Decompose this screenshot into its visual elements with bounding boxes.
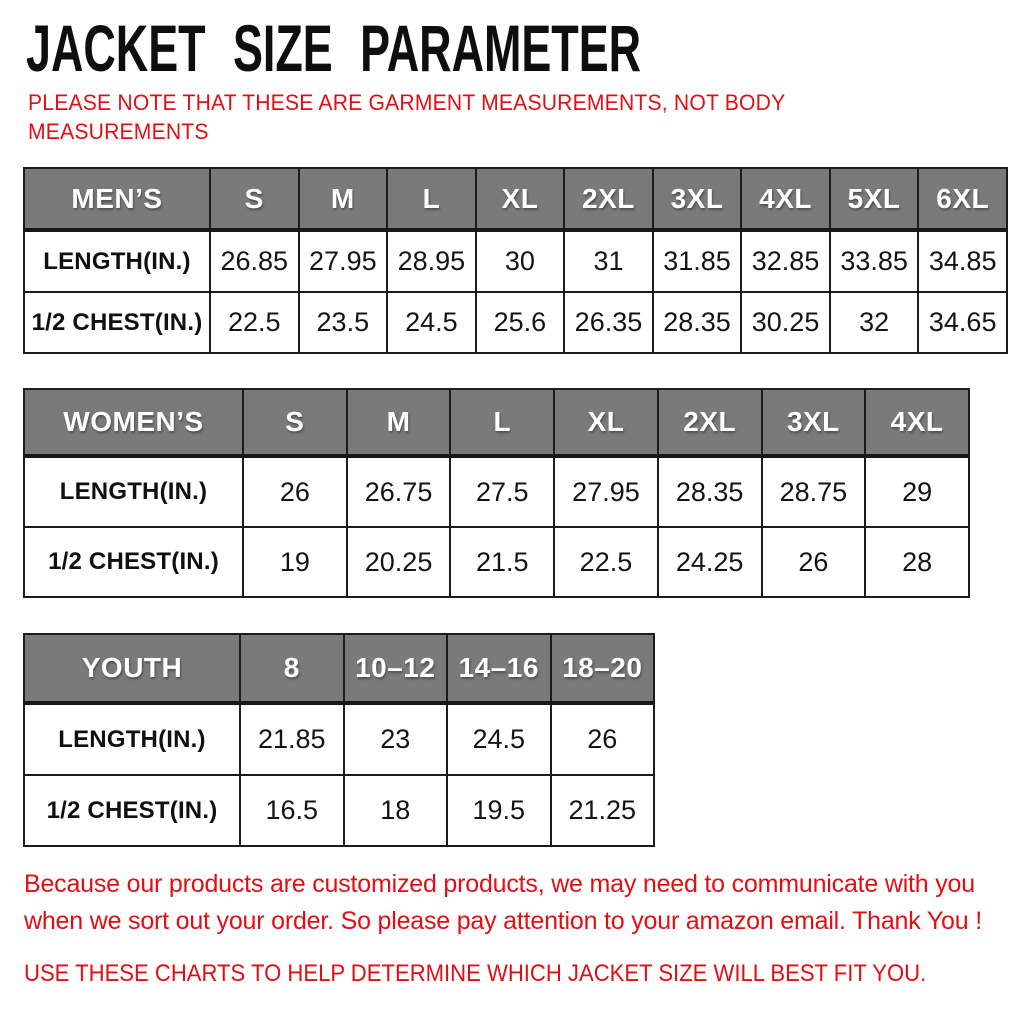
measure-value-cell: 21.5 [449,526,556,598]
womens-size-header: 2XL [656,388,763,458]
measure-label-cell: 1/2 CHEST(IN.) [23,526,244,598]
mens-size-header: 3XL [651,167,743,232]
measure-value-cell: 30 [474,229,566,293]
womens-category-header: WOMEN’S [23,388,244,458]
measure-value-cell: 28.35 [651,291,743,354]
measure-value-cell: 34.85 [917,229,1008,293]
youth-measure-row: LENGTH(IN.) 21.85 23 24.5 26 [23,702,655,776]
measure-label-cell: 1/2 CHEST(IN.) [23,774,241,847]
measure-value-cell: 27.5 [449,455,556,528]
mens-size-header: 4XL [740,167,831,232]
measure-value-cell: 28.95 [386,229,477,293]
womens-measure-row: 1/2 CHEST(IN.) 19 20.25 21.5 22.5 24.25 26 28 [23,526,970,598]
measure-value-cell: 33.85 [828,229,920,293]
measure-value-cell: 30.25 [740,291,831,354]
measure-value-cell: 22.5 [553,526,659,598]
measure-value-cell: 19 [242,526,348,598]
mens-size-header: S [209,167,300,232]
mens-size-header: M [297,167,389,232]
mens-table: MEN’S S M L XL 2XL 3XL 4XL 5XL 6XL LENGTH(IN.) 26.8… [23,167,1008,354]
measure-label-cell: LENGTH(IN.) [23,455,244,528]
measure-value-cell: 27.95 [553,455,659,528]
measure-value-cell: 26 [242,455,348,528]
measure-label-cell: 1/2 CHEST(IN.) [23,291,211,354]
measure-value-cell: 22.5 [209,291,300,354]
youth-size-header: 8 [239,633,345,705]
page-title: JACKET SIZE PARAMETER [26,11,642,85]
measure-value-cell: 23 [342,702,448,776]
womens-measure-row: LENGTH(IN.) 26 26.75 27.5 27.95 28.35 28.75 29 [23,455,970,528]
womens-header-row: WOMEN’S S M L XL 2XL 3XL 4XL [23,388,970,458]
youth-size-table: YOUTH 8 10–12 14–16 18–20 LENGTH(IN.) 21.85 23 2… [23,633,655,847]
womens-size-header: 3XL [760,388,867,458]
youth-measure-row: 1/2 CHEST(IN.) 16.5 18 19.5 21.25 [23,774,655,847]
womens-size-header: M [345,388,452,458]
mens-size-header: 2XL [563,167,654,232]
youth-header-row: YOUTH 8 10–12 14–16 18–20 [23,633,655,705]
measure-label-cell: LENGTH(IN.) [23,229,211,293]
mens-size-header: XL [474,167,566,232]
measure-value-cell: 31.85 [651,229,743,293]
mens-measure-row: 1/2 CHEST(IN.) 22.5 23.5 24.5 25.6 26.35 28.35… [23,291,1008,354]
measure-value-cell: 24.5 [386,291,477,354]
measure-value-cell: 26 [760,526,867,598]
measure-value-cell: 29 [864,455,970,528]
womens-size-header: XL [553,388,659,458]
youth-table: YOUTH 8 10–12 14–16 18–20 LENGTH(IN.) 21.85 23 2… [23,633,655,847]
mens-size-header: L [386,167,477,232]
mens-size-header: 5XL [828,167,920,232]
measure-value-cell: 26.85 [209,229,300,293]
measure-value-cell: 24.25 [656,526,763,598]
measure-value-cell: 18 [342,774,448,847]
mens-size-header: 6XL [917,167,1008,232]
measure-value-cell: 28.75 [760,455,867,528]
womens-size-header: L [449,388,556,458]
measure-value-cell: 26 [549,702,655,776]
measure-value-cell: 26.35 [563,291,654,354]
youth-size-header: 18–20 [549,633,655,705]
mens-size-table: MEN’S S M L XL 2XL 3XL 4XL 5XL 6XL LENGTH(IN.) 26.8… [23,167,1008,354]
measure-value-cell: 16.5 [239,774,345,847]
measure-value-cell: 34.65 [917,291,1008,354]
measure-value-cell: 31 [563,229,654,293]
measure-value-cell: 24.5 [446,702,552,776]
measure-value-cell: 32 [828,291,920,354]
womens-size-header: S [242,388,348,458]
measure-value-cell: 27.95 [297,229,389,293]
customization-communication-note: Because our products are customized prod… [24,870,982,935]
measure-value-cell: 32.85 [740,229,831,293]
measure-value-cell: 23.5 [297,291,389,354]
measure-value-cell: 28.35 [656,455,763,528]
measure-value-cell: 26.75 [345,455,452,528]
measure-label-cell: LENGTH(IN.) [23,702,241,776]
youth-category-header: YOUTH [23,633,241,705]
womens-table: WOMEN’S S M L XL 2XL 3XL 4XL LENGTH(IN.) 26 26.75 2… [23,388,970,598]
measure-value-cell: 21.85 [239,702,345,776]
measure-value-cell: 21.25 [549,774,655,847]
mens-measure-row: LENGTH(IN.) 26.85 27.95 28.95 30 31 31.85 32.85… [23,229,1008,293]
mens-header-row: MEN’S S M L XL 2XL 3XL 4XL 5XL 6XL [23,167,1008,232]
youth-size-header: 14–16 [446,633,552,705]
measure-value-cell: 28 [864,526,970,598]
womens-size-header: 4XL [864,388,970,458]
chart-usage-tip: USE THESE CHARTS TO HELP DETERMINE WHICH… [24,960,927,987]
youth-size-header: 10–12 [342,633,448,705]
garment-measurement-note: PLEASE NOTE THAT THESE ARE GARMENT MEASU… [28,90,785,145]
measure-value-cell: 19.5 [446,774,552,847]
mens-category-header: MEN’S [23,167,211,232]
womens-size-table: WOMEN’S S M L XL 2XL 3XL 4XL LENGTH(IN.) 26 26.75 2… [23,388,970,598]
measure-value-cell: 20.25 [345,526,452,598]
measure-value-cell: 25.6 [474,291,566,354]
